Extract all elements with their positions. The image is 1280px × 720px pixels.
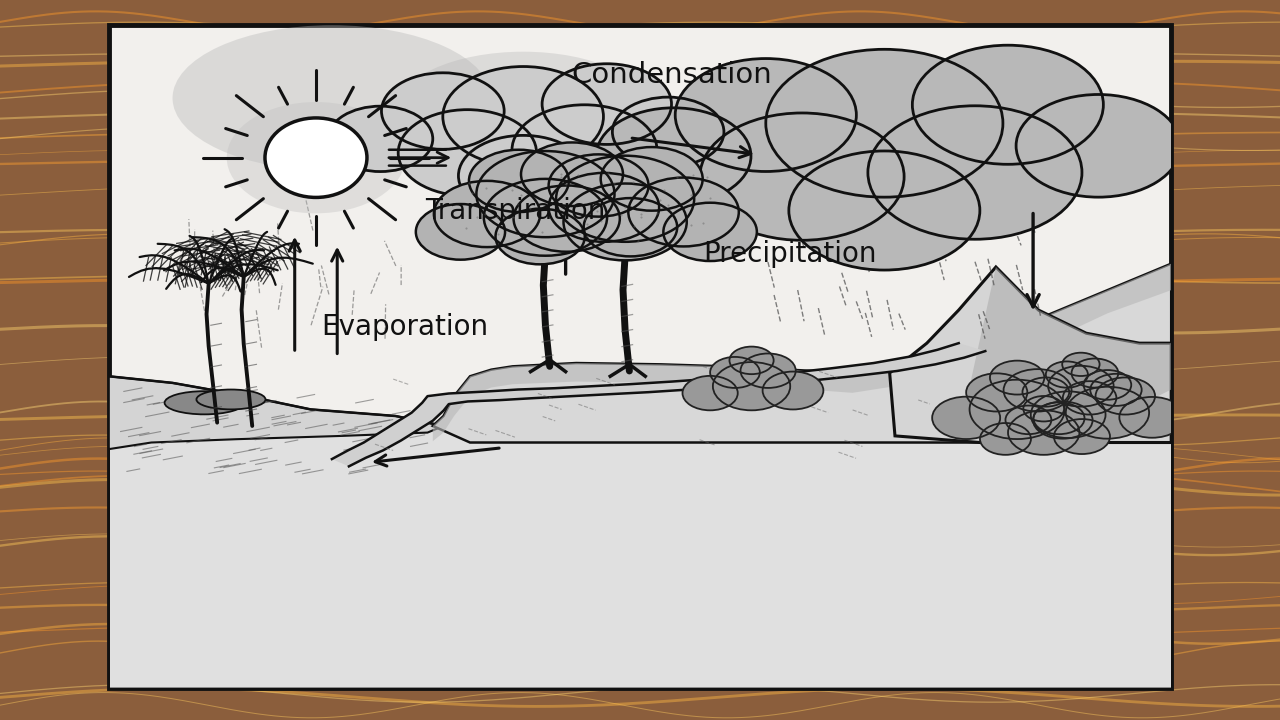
Circle shape xyxy=(788,151,980,270)
Circle shape xyxy=(468,150,568,212)
Circle shape xyxy=(543,64,672,145)
Circle shape xyxy=(612,97,724,167)
Ellipse shape xyxy=(173,25,492,171)
Polygon shape xyxy=(959,267,1171,436)
Text: Condensation: Condensation xyxy=(571,61,772,89)
Circle shape xyxy=(521,143,623,206)
Circle shape xyxy=(868,106,1082,239)
Circle shape xyxy=(730,346,773,374)
Circle shape xyxy=(682,376,737,410)
Circle shape xyxy=(1084,370,1132,400)
Circle shape xyxy=(1048,366,1114,407)
Circle shape xyxy=(913,45,1103,164)
Circle shape xyxy=(1046,361,1088,387)
Circle shape xyxy=(628,178,739,246)
Circle shape xyxy=(484,179,607,256)
Circle shape xyxy=(741,354,796,388)
Polygon shape xyxy=(109,377,443,688)
Circle shape xyxy=(1023,396,1064,421)
Circle shape xyxy=(1062,381,1116,415)
Polygon shape xyxy=(109,377,1171,688)
Circle shape xyxy=(328,106,433,171)
Polygon shape xyxy=(332,343,986,467)
Circle shape xyxy=(563,184,687,261)
FancyBboxPatch shape xyxy=(109,25,1171,688)
Circle shape xyxy=(676,58,856,171)
Circle shape xyxy=(556,156,694,242)
Polygon shape xyxy=(433,264,1171,441)
Circle shape xyxy=(1071,359,1119,387)
Circle shape xyxy=(434,181,540,247)
Circle shape xyxy=(1053,419,1110,454)
Circle shape xyxy=(1033,402,1093,438)
Circle shape xyxy=(1016,94,1180,197)
Ellipse shape xyxy=(265,118,367,197)
Circle shape xyxy=(1119,397,1185,438)
Circle shape xyxy=(416,204,506,260)
Circle shape xyxy=(763,372,823,410)
Circle shape xyxy=(713,362,790,410)
Circle shape xyxy=(1004,369,1071,412)
Circle shape xyxy=(549,154,649,217)
Ellipse shape xyxy=(196,390,265,410)
Circle shape xyxy=(1033,402,1084,434)
Circle shape xyxy=(381,73,504,149)
Circle shape xyxy=(710,357,760,388)
Circle shape xyxy=(663,203,756,261)
Text: Precipitation: Precipitation xyxy=(704,240,877,268)
Ellipse shape xyxy=(227,102,406,213)
Ellipse shape xyxy=(165,391,244,414)
Circle shape xyxy=(700,113,904,240)
Circle shape xyxy=(1009,410,1079,455)
Text: Evaporation: Evaporation xyxy=(321,312,489,341)
Polygon shape xyxy=(433,264,1171,443)
Ellipse shape xyxy=(396,52,650,171)
Circle shape xyxy=(476,151,614,237)
Polygon shape xyxy=(890,267,1171,443)
Circle shape xyxy=(495,209,585,264)
Circle shape xyxy=(596,108,751,204)
Circle shape xyxy=(1066,387,1149,438)
Ellipse shape xyxy=(687,58,1070,230)
Circle shape xyxy=(1023,377,1069,407)
Circle shape xyxy=(1062,353,1100,376)
Circle shape xyxy=(765,49,1004,197)
Circle shape xyxy=(969,379,1065,439)
Circle shape xyxy=(989,361,1044,395)
Circle shape xyxy=(398,109,536,196)
Circle shape xyxy=(966,374,1028,412)
Circle shape xyxy=(1006,405,1051,434)
Circle shape xyxy=(932,397,1000,439)
Circle shape xyxy=(549,173,659,242)
Circle shape xyxy=(584,198,677,256)
Circle shape xyxy=(458,135,588,216)
Circle shape xyxy=(1096,377,1155,415)
Circle shape xyxy=(1091,374,1142,406)
Circle shape xyxy=(512,105,657,195)
Circle shape xyxy=(980,423,1030,455)
Circle shape xyxy=(443,66,603,167)
Circle shape xyxy=(513,186,620,252)
Circle shape xyxy=(600,147,703,211)
Text: Transpiration: Transpiration xyxy=(425,197,605,225)
Circle shape xyxy=(1030,392,1106,438)
